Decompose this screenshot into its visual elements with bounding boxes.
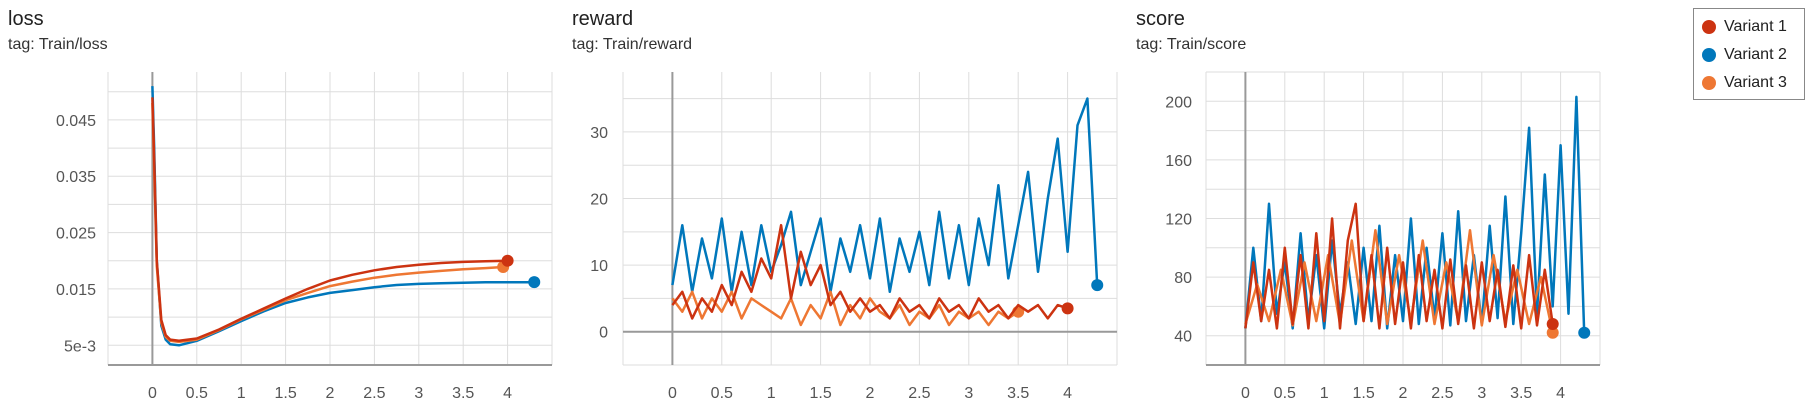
x-tick-label: 2 — [1399, 385, 1408, 402]
series-end-marker — [1578, 326, 1591, 339]
x-tick-label: 2.5 — [1431, 385, 1453, 402]
variant-3-dot-icon — [1702, 76, 1716, 90]
x-tick-label: 0 — [1241, 385, 1250, 402]
chart-panel-score: score tag: Train/score 0 0.5 1 1.5 2 2.5 3 3.5 4 40… — [1136, 8, 1601, 402]
y-tick-label: 0.035 — [56, 169, 96, 186]
series-line-variant-3 — [671, 290, 1019, 327]
y-tick-label: 0 — [599, 325, 608, 342]
x-tick-label: 3.5 — [1007, 385, 1029, 402]
chart-title: score — [1136, 8, 1185, 30]
series-end-marker — [528, 276, 541, 289]
y-tick-label: 0.025 — [56, 226, 96, 243]
legend-item-variant-1[interactable]: Variant 1 — [1702, 13, 1796, 41]
variant-2-dot-icon — [1702, 48, 1716, 62]
x-tick-label: 3 — [964, 385, 973, 402]
x-tick-label: 1 — [767, 385, 776, 402]
x-tick-label: 0.5 — [186, 385, 208, 402]
x-tick-label: 1.5 — [1352, 385, 1374, 402]
y-tick-label: 5e-3 — [64, 338, 96, 355]
legend: Variant 1 Variant 2 Variant 3 — [1693, 8, 1805, 100]
y-tick-label: 0.045 — [56, 113, 96, 130]
x-tick-label: 0.5 — [1274, 385, 1296, 402]
y-tick-label: 80 — [1174, 270, 1192, 287]
series-end-marker — [1061, 302, 1074, 315]
chart-subtitle: tag: Train/loss — [8, 36, 108, 53]
chart-panel-loss: loss tag: Train/loss 0 0.5 1 1.5 2 2.5 3 3.5 4 5e-3… — [8, 8, 553, 402]
x-tick-label: 1 — [237, 385, 246, 402]
x-tick-label: 4 — [1556, 385, 1565, 402]
y-tick-label: 30 — [590, 125, 608, 142]
x-tick-label: 3 — [414, 385, 423, 402]
x-tick-label: 2 — [326, 385, 335, 402]
legend-label: Variant 1 — [1724, 18, 1787, 35]
series-end-marker — [1091, 279, 1104, 292]
chart-panel-reward: reward tag: Train/reward 0 0.5 1 1.5 2 2.5 3 3.5 4… — [572, 8, 1118, 402]
x-tick-label: 0 — [668, 385, 677, 402]
x-tick-label: 2 — [866, 385, 875, 402]
series-line-variant-2 — [671, 97, 1099, 294]
x-tick-label: 3.5 — [1510, 385, 1532, 402]
x-tick-label: 2.5 — [363, 385, 385, 402]
chart-title: reward — [572, 8, 633, 30]
series-line-variant-1 — [151, 97, 508, 343]
y-tick-label: 40 — [1174, 329, 1192, 346]
x-tick-label: 3 — [1477, 385, 1486, 402]
series-line-variant-2 — [1244, 95, 1586, 333]
x-tick-label: 4 — [1063, 385, 1072, 402]
y-tick-label: 10 — [590, 258, 608, 275]
x-tick-label: 0.5 — [711, 385, 733, 402]
x-tick-label: 2.5 — [908, 385, 930, 402]
chart-subtitle: tag: Train/score — [1136, 36, 1246, 53]
series-end-marker — [1546, 326, 1559, 339]
legend-label: Variant 2 — [1724, 46, 1787, 63]
series-line-variant-1 — [671, 223, 1068, 320]
x-tick-label: 3.5 — [452, 385, 474, 402]
chart-subtitle: tag: Train/reward — [572, 36, 692, 53]
legend-item-variant-2[interactable]: Variant 2 — [1702, 41, 1796, 69]
legend-label: Variant 3 — [1724, 74, 1787, 91]
series-end-marker — [1546, 317, 1559, 330]
chart-title: loss — [8, 8, 44, 30]
x-tick-label: 1 — [1320, 385, 1329, 402]
y-tick-label: 20 — [590, 192, 608, 209]
series-line-variant-2 — [151, 86, 535, 347]
y-tick-label: 200 — [1165, 94, 1192, 111]
x-tick-label: 4 — [503, 385, 512, 402]
legend-item-variant-3[interactable]: Variant 3 — [1702, 69, 1796, 97]
x-tick-label: 0 — [148, 385, 157, 402]
variant-1-dot-icon — [1702, 20, 1716, 34]
y-tick-label: 0.015 — [56, 282, 96, 299]
x-tick-label: 1.5 — [809, 385, 831, 402]
x-tick-label: 1.5 — [274, 385, 296, 402]
y-tick-label: 120 — [1165, 212, 1192, 229]
series-end-marker — [501, 254, 514, 267]
series-line-variant-1 — [1244, 202, 1554, 330]
y-tick-label: 160 — [1165, 153, 1192, 170]
series-line-variant-3 — [151, 102, 504, 344]
